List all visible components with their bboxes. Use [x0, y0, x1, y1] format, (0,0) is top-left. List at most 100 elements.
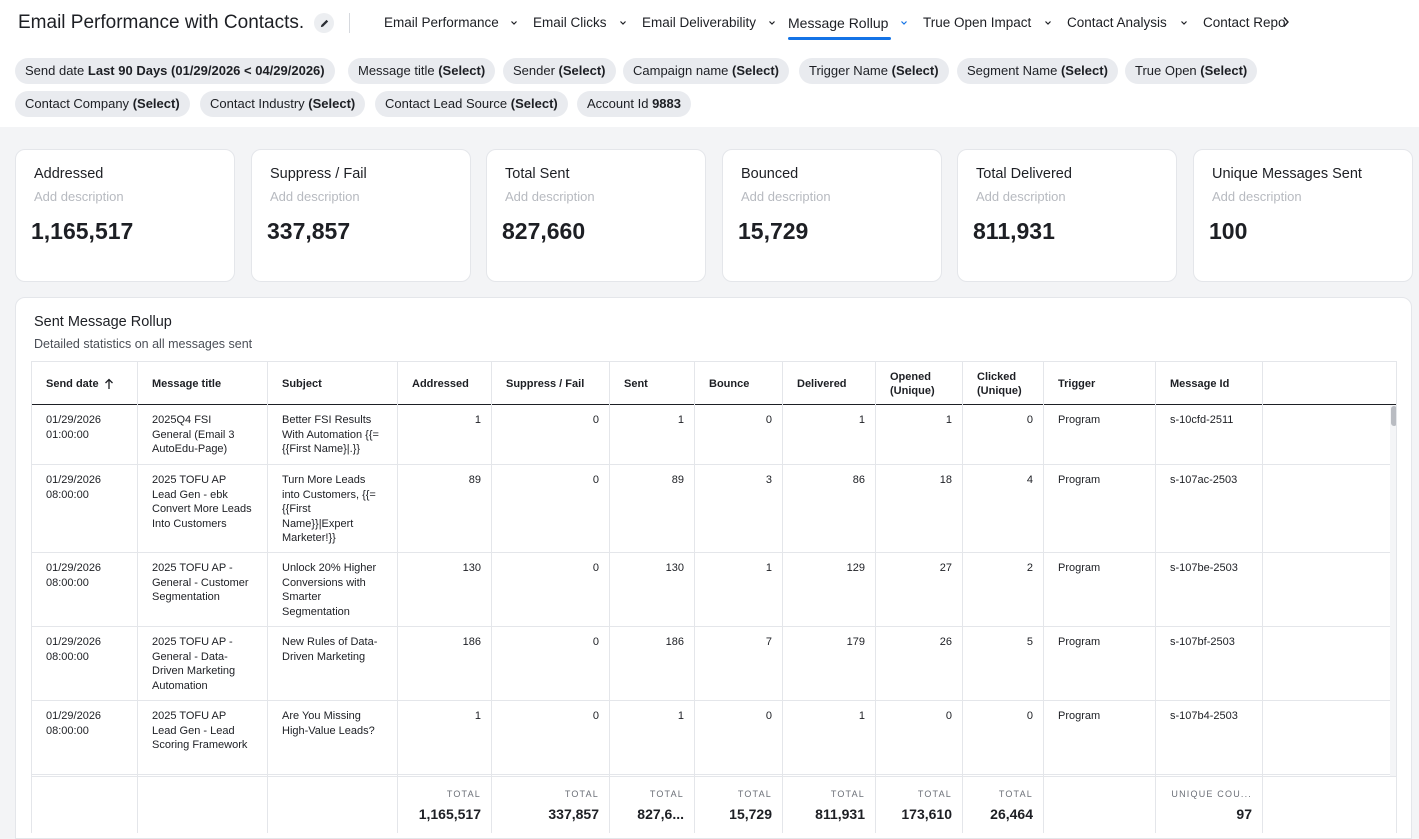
table-row[interactable]: 01/29/20262025 TOFU AP -Mastering the101… — [32, 775, 1390, 776]
table-body[interactable]: 01/29/2026 01:00:00 2025Q4 FSI General (E… — [32, 405, 1390, 776]
column-header-message-id[interactable]: Message Id — [1156, 362, 1263, 405]
arrow-up-icon[interactable] — [104, 378, 114, 390]
filter-chip-account-id[interactable]: Account Id 9883 — [577, 91, 691, 117]
table-row[interactable]: 01/29/2026 01:00:00 2025Q4 FSI General (E… — [32, 405, 1390, 465]
filter-chip-trigger-name[interactable]: Trigger Name (Select) — [799, 58, 949, 84]
kpi-description[interactable]: Add description — [505, 189, 595, 204]
kpi-description[interactable]: Add description — [1212, 189, 1302, 204]
tab-contact-report[interactable]: Contact Repo — [1203, 10, 1286, 40]
total-message-title — [138, 777, 268, 833]
tab-email-performance[interactable]: Email Performance — [384, 10, 517, 40]
cell-subject: Better FSI Results With Automation {{={{… — [268, 405, 398, 464]
column-header-send-date[interactable]: Send date — [32, 362, 138, 405]
column-header-trigger[interactable]: Trigger — [1044, 362, 1156, 405]
tab-message-rollup[interactable]: Message Rollup — [788, 10, 907, 40]
table-row[interactable]: 01/29/2026 08:00:00 2025 TOFU AP - Genera… — [32, 553, 1390, 627]
cell-bounce: 1 — [695, 553, 783, 626]
column-header-sent[interactable]: Sent — [610, 362, 695, 405]
cell-delivered: 179 — [783, 627, 876, 700]
vertical-scrollbar[interactable] — [1390, 405, 1396, 776]
column-header-label: Sent — [624, 377, 648, 390]
column-header-label: Subject — [282, 377, 322, 390]
cell-opened-unique: 1 — [876, 405, 963, 464]
cell-subject: Turn More Leads into Customers, {{={{Fir… — [268, 465, 398, 552]
tab-true-open-impact[interactable]: True Open Impact — [923, 10, 1051, 40]
filter-chip-send-date[interactable]: Send date Last 90 Days (01/29/2026 < 04/… — [15, 58, 335, 84]
tab-email-clicks[interactable]: Email Clicks — [533, 10, 626, 40]
filter-name: Account Id — [587, 96, 649, 111]
kpi-value: 1,165,517 — [31, 218, 134, 244]
header-divider — [349, 13, 350, 33]
pencil-icon — [320, 19, 328, 27]
column-header-label: Message Id — [1170, 377, 1230, 390]
cell-trigger: Program — [1044, 465, 1156, 552]
table-row[interactable]: 01/29/2026 08:00:00 2025 TOFU AP Lead Gen… — [32, 701, 1390, 775]
kpi-card-bounced: Bounced Add description 15,729 — [722, 149, 942, 282]
cell-addressed: 89 — [398, 465, 492, 552]
cell-opened-unique: 1 — [876, 775, 963, 776]
column-header-bounce[interactable]: Bounce — [695, 362, 783, 405]
filter-chip-true-open[interactable]: True Open (Select) — [1125, 58, 1258, 84]
kpi-description[interactable]: Add description — [270, 189, 360, 204]
chevron-down-icon[interactable] — [1179, 18, 1189, 28]
chevron-down-icon[interactable] — [618, 18, 628, 28]
filter-name: True Open — [1135, 63, 1197, 78]
column-header-subject[interactable]: Subject — [268, 362, 398, 405]
chevron-down-icon[interactable] — [767, 18, 777, 28]
total-message-id: UNIQUE COU... 97 — [1156, 777, 1263, 833]
total-caption: TOTAL — [446, 789, 481, 799]
tab-label: Message Rollup — [788, 15, 889, 31]
cell-trigger: Program — [1044, 405, 1156, 464]
table-row[interactable]: 01/29/2026 08:00:00 2025 TOFU AP Lead Gen… — [32, 465, 1390, 553]
tab-email-deliverability[interactable]: Email Deliverability — [642, 10, 775, 40]
column-header-suppress-fail[interactable]: Suppress / Fail — [492, 362, 610, 405]
filter-chip-sender[interactable]: Sender (Select) — [503, 58, 616, 84]
filter-chip-campaign-name[interactable]: Campaign name (Select) — [623, 58, 789, 84]
kpi-description[interactable]: Add description — [34, 189, 124, 204]
cell-message-title: 2025 TOFU AP Lead Gen - ebk Convert More… — [138, 465, 268, 552]
cell-message-title: 2025 TOFU AP - General - Customer Segmen… — [138, 553, 268, 626]
total-trigger — [1044, 777, 1156, 833]
chevron-down-icon[interactable] — [899, 18, 909, 28]
cell-send-date: 01/29/2026 08:00:00 — [32, 701, 138, 774]
column-header-addressed[interactable]: Addressed — [398, 362, 492, 405]
column-header-opened-unique[interactable]: Opened (Unique) — [876, 362, 963, 405]
cell-message-title: 2025 TOFU AP Lead Gen - Lead Scoring Fra… — [138, 701, 268, 774]
page-title: Email Performance with Contacts. — [18, 12, 305, 33]
filter-value: Last 90 Days (01/29/2026 < 04/29/2026) — [87, 63, 325, 78]
cell-opened-unique: 27 — [876, 553, 963, 626]
panel-subtitle: Detailed statistics on all messages sent — [34, 337, 253, 351]
total-value: 337,857 — [548, 806, 599, 822]
filter-chip-contact-industry[interactable]: Contact Industry (Select) — [200, 91, 366, 117]
kpi-description[interactable]: Add description — [976, 189, 1066, 204]
filter-chip-message-title[interactable]: Message title (Select) — [348, 58, 496, 84]
kpi-description[interactable]: Add description — [741, 189, 831, 204]
column-header-clicked-unique[interactable]: Clicked (Unique) — [963, 362, 1044, 405]
kpi-card-total-sent: Total Sent Add description 827,660 — [486, 149, 706, 282]
total-caption: TOTAL — [830, 789, 865, 799]
cell-trigger: Program — [1044, 553, 1156, 626]
table-row[interactable]: 01/29/2026 08:00:00 2025 TOFU AP - Genera… — [32, 627, 1390, 701]
column-header-delivered[interactable]: Delivered — [783, 362, 876, 405]
total-clicked-unique: TOTAL 26,464 — [963, 777, 1044, 833]
chevron-right-icon[interactable] — [1281, 15, 1291, 29]
cell-clicked-unique: 0 — [963, 701, 1044, 774]
tab-contact-analysis[interactable]: Contact Analysis — [1067, 10, 1187, 40]
cell-trigger: Program — [1044, 701, 1156, 774]
total-bounce: TOTAL 15,729 — [695, 777, 783, 833]
kpi-card-addressed: Addressed Add description 1,165,517 — [15, 149, 235, 282]
cell-opened-unique: 26 — [876, 627, 963, 700]
column-header-message-title[interactable]: Message title — [138, 362, 268, 405]
kpi-value: 827,660 — [502, 218, 586, 244]
filter-chip-contact-company[interactable]: Contact Company (Select) — [15, 91, 190, 117]
scrollbar-thumb[interactable] — [1391, 406, 1396, 426]
filter-chip-segment-name[interactable]: Segment Name (Select) — [957, 58, 1118, 84]
cell-trigger: Program — [1044, 627, 1156, 700]
edit-title-button[interactable] — [314, 13, 335, 33]
filter-chip-contact-lead-source[interactable]: Contact Lead Source (Select) — [375, 91, 568, 117]
chevron-down-icon[interactable] — [509, 18, 519, 28]
chevron-down-icon[interactable] — [1043, 18, 1053, 28]
total-delivered: TOTAL 811,931 — [783, 777, 876, 833]
cell-delivered: 129 — [783, 553, 876, 626]
filter-name: Message title — [358, 63, 435, 78]
